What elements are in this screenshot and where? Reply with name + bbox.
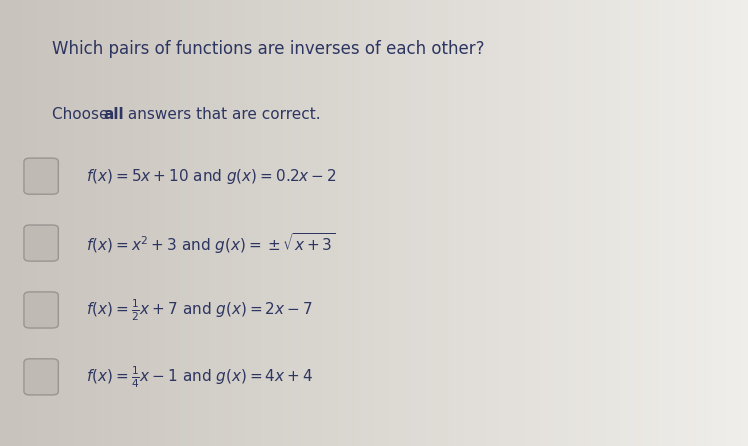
Text: $f(x) = x^2 +3$ and $g(x) = \pm\sqrt{x+3}$: $f(x) = x^2 +3$ and $g(x) = \pm\sqrt{x+3… [86,231,336,256]
FancyBboxPatch shape [24,225,58,261]
Text: Choose: Choose [52,107,114,122]
Text: Which pairs of functions are inverses of each other?: Which pairs of functions are inverses of… [52,40,485,58]
FancyBboxPatch shape [24,292,58,328]
Text: answers that are correct.: answers that are correct. [123,107,320,122]
Text: $f(x) =5x+10$ and $g(x) = 0.2x-2$: $f(x) =5x+10$ and $g(x) = 0.2x-2$ [86,167,337,186]
FancyBboxPatch shape [24,158,58,194]
FancyBboxPatch shape [24,359,58,395]
Text: all: all [103,107,124,122]
Text: $f(x) = \frac{1}{4}x-1$ and $g(x) = 4x+4$: $f(x) = \frac{1}{4}x-1$ and $g(x) = 4x+4… [86,364,313,390]
Text: $f(x) = \frac{1}{2}x+7$ and $g(x) = 2x-7$: $f(x) = \frac{1}{2}x+7$ and $g(x) = 2x-7… [86,297,313,323]
